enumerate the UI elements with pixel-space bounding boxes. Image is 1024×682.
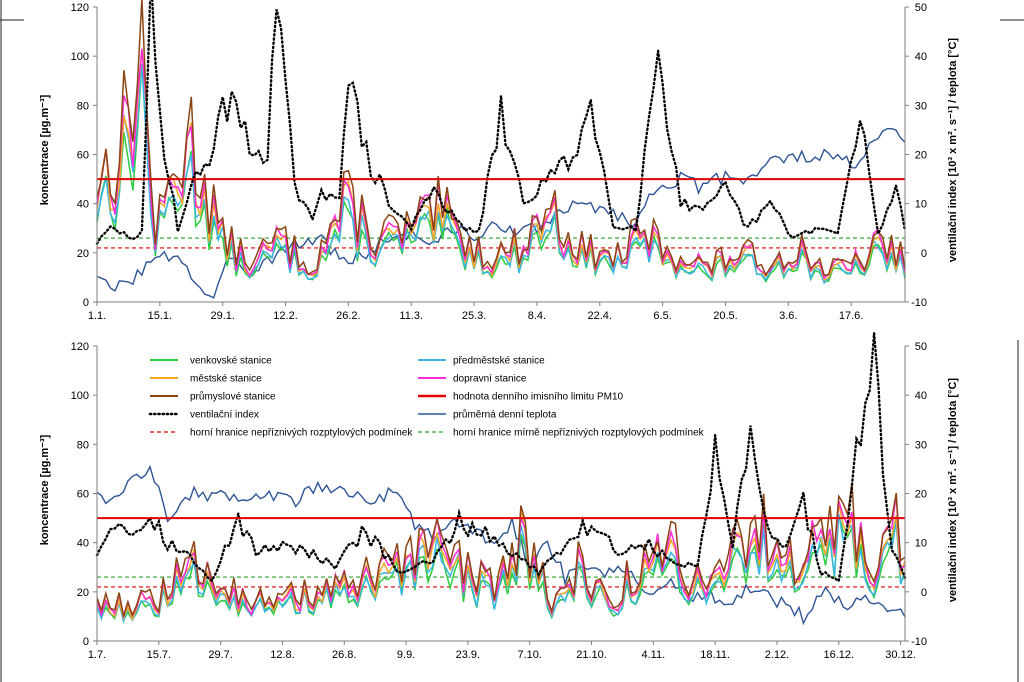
series-prumyslove [96, 0, 906, 277]
x-tick-label: 4.11. [641, 649, 665, 661]
x-tick-label: 15.7. [147, 649, 171, 661]
legend-item-mestske: městské stanice [150, 374, 262, 385]
y2-tick-label: 40 [915, 390, 927, 402]
x-tick-label: 16.12. [823, 649, 854, 661]
x-tick-label: 22.4. [588, 310, 612, 322]
legend-label: městské stanice [190, 374, 262, 385]
chart-july-december: 0 20 40 60 80 100 120 -10 0 10 20 30 40 50 1.7. 15.7. 29… [39, 333, 959, 661]
x-tick-label: 17.6. [839, 310, 863, 322]
y-axis-label: koncentrace [µg.m⁻³] [39, 434, 51, 545]
y-tick-label: 80 [77, 439, 89, 451]
legend-item-teplota: průměrná denní teplota [418, 409, 557, 421]
x-tick-label: 18.11. [700, 649, 730, 661]
y2-tick-label: 10 [915, 538, 927, 550]
series-teplota [96, 127, 906, 299]
y2-tick-label: 0 [921, 248, 927, 260]
legend-item-limit: hodnota denního imisního limitu PM10 [418, 392, 624, 403]
legend-item-mirne: horní hranice mírně nepříznivých rozptyl… [418, 428, 705, 439]
y2-axis-label: ventilační index [10³ x m². s⁻¹] / teplo… [947, 38, 959, 262]
y2-tick-label: 30 [915, 100, 927, 112]
y-tick-label: 0 [83, 636, 89, 648]
legend-label: předměstské stanice [453, 356, 545, 367]
x-tick-label: 23.9. [456, 649, 480, 661]
x-tick-label: 29.1. [210, 310, 234, 322]
x-tick-label: 20.5. [713, 310, 737, 322]
x-tick-label: 30.12. [885, 649, 916, 661]
y2-tick-label: 0 [921, 587, 927, 599]
x-tick-label: 12.8. [270, 649, 294, 661]
x-tick-label: 25.3. [462, 310, 486, 322]
y-axis-label: koncentrace [µg.m⁻³] [39, 94, 51, 205]
series-teplota [96, 464, 906, 626]
x-tick-label: 21.10. [576, 649, 607, 661]
y2-tick-label: 50 [915, 341, 927, 353]
legend-item-nepriznive: horní hranice nepříznivých rozptylových … [150, 428, 413, 439]
legend-label: hodnota denního imisního limitu PM10 [453, 392, 624, 403]
y2-tick-label: 50 [915, 2, 927, 14]
series-prumestske [96, 513, 906, 625]
y-tick-label: 40 [77, 538, 89, 550]
x-tick-label: 6.5. [653, 310, 671, 322]
y-tick-label: 120 [71, 341, 89, 353]
y2-tick-label: 20 [915, 150, 927, 162]
y2-tick-label: -10 [911, 636, 927, 648]
legend: venkovské stanice předměstské stanice mě… [148, 356, 705, 439]
x-tick-label: 2.12. [765, 649, 789, 661]
y-tick-label: 100 [71, 51, 89, 63]
series-ventilacni [95, 333, 907, 584]
x-tick-label: 9.9. [397, 649, 415, 661]
y-tick-label: 0 [83, 297, 89, 309]
x-tick-label: 3.6. [779, 310, 797, 322]
legend-label: průměrná denní teplota [453, 409, 557, 421]
legend-item-prumestske: předměstské stanice [418, 356, 545, 367]
axes-layer: 0 20 40 60 80 100 120 -10 0 10 20 30 40 50 1.1. 15.1. 29… [71, 2, 927, 322]
x-tick-label: 8.4. [528, 310, 546, 322]
legend-label: průmyslové stanice [190, 391, 276, 403]
y-tick-label: 60 [77, 489, 89, 501]
x-tick-label: 26.2. [336, 310, 360, 322]
legend-label: ventilační index [190, 410, 259, 421]
y-tick-label: 80 [77, 100, 89, 112]
y2-tick-label: 10 [915, 199, 927, 211]
x-tick-label: 1.1. [88, 310, 106, 322]
series-prumyslove [96, 482, 906, 618]
axes-layer: 0 20 40 60 80 100 120 -10 0 10 20 30 40 50 1.7. 15.7. 29… [71, 341, 927, 661]
legend-label: dopravní stanice [453, 374, 527, 385]
x-tick-label: 15.1. [148, 310, 172, 322]
y-tick-label: 20 [77, 248, 89, 260]
legend-label: horní hranice mírně nepříznivých rozptyl… [453, 428, 705, 439]
series-prumestske [96, 63, 906, 285]
legend-item-ventilacni: ventilační index [148, 410, 259, 421]
x-tick-label: 11.3. [399, 310, 423, 322]
legend-item-prumyslove: průmyslové stanice [150, 391, 276, 403]
y-tick-label: 100 [71, 390, 89, 402]
y-tick-label: 40 [77, 199, 89, 211]
series-layer [95, 0, 907, 299]
y-tick-label: 120 [71, 2, 89, 14]
x-tick-label: 7.10. [517, 649, 541, 661]
series-ventilacni [95, 0, 907, 245]
y2-tick-label: 20 [915, 489, 927, 501]
series-dopravni [96, 494, 906, 619]
x-tick-label: 1.7. [88, 649, 106, 661]
series-layer [95, 333, 907, 626]
legend-label: horní hranice nepříznivých rozptylových … [190, 428, 413, 439]
y-tick-label: 60 [77, 150, 89, 162]
y2-tick-label: -10 [911, 297, 927, 309]
x-tick-label: 29.7. [208, 649, 232, 661]
x-tick-label: 12.2. [273, 310, 297, 322]
y2-tick-label: 40 [915, 51, 927, 63]
chart-january-june: 0 20 40 60 80 100 120 -10 0 10 20 30 40 50 1.1. 15.1. 29… [39, 0, 959, 322]
y2-axis-label: ventilační index [10³ x m². s⁻¹] / teplo… [947, 378, 959, 602]
y-tick-label: 20 [77, 587, 89, 599]
y2-tick-label: 30 [915, 439, 927, 451]
x-tick-label: 26.8. [332, 649, 356, 661]
legend-item-dopravni: dopravní stanice [418, 374, 527, 385]
legend-item-venkovske: venkovské stanice [150, 356, 272, 367]
legend-label: venkovské stanice [190, 356, 272, 367]
